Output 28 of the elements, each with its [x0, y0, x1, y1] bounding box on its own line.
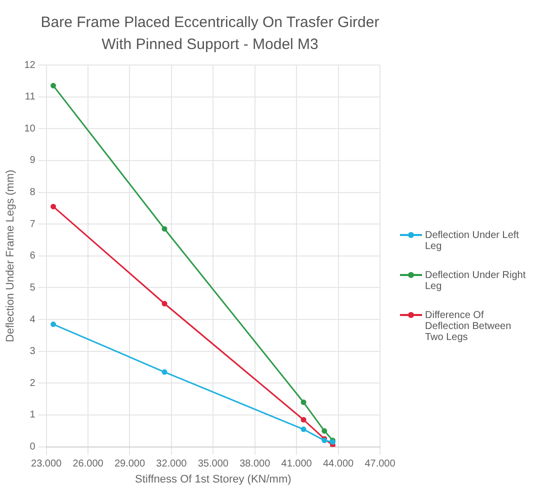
x-tick-label: 23.000 — [31, 458, 62, 470]
y-tick-label: 3 — [30, 346, 36, 358]
y-tick-label: 10 — [24, 123, 36, 134]
x-tick-label: 29.000 — [114, 458, 146, 470]
x-tick-label: 38.000 — [240, 458, 271, 470]
x-tick-label: 26.000 — [72, 458, 104, 470]
y-tick-label: 2 — [30, 378, 36, 389]
x-tick-label: 35.000 — [198, 458, 229, 470]
legend-label: Deflection Under Left Leg — [425, 230, 520, 252]
y-tick-label: 5 — [30, 282, 36, 294]
legend-label: Difference Of Deflection Between Two Legs — [425, 310, 512, 343]
y-tick-label: 0 — [30, 442, 36, 453]
y-tick-label: 11 — [24, 92, 36, 103]
y-tick-label: 6 — [30, 250, 36, 262]
x-axis-title: Stiffness Of 1st Storey (KN/mm) — [135, 473, 292, 486]
y-tick-label: 8 — [30, 187, 36, 198]
y-tick-label: 12 — [24, 60, 36, 71]
legend-label: Deflection Under Right Leg — [425, 270, 527, 292]
x-tick-label: 41.000 — [281, 458, 312, 470]
x-tick-label: 44.000 — [322, 458, 354, 470]
y-tick-label: 9 — [30, 155, 36, 166]
y-tick-label: 4 — [30, 314, 36, 326]
y-axis-title: Deflection Under Frame Legs (mm) — [4, 170, 17, 342]
y-tick-label: 1 — [30, 410, 36, 421]
y-tick-label: 7 — [30, 218, 36, 230]
chart-title: Bare Frame Placed Eccentrically On Trasfer Girder With Pinned Support - Model M3 — [40, 13, 380, 55]
x-tick-label: 47.000 — [364, 458, 396, 470]
x-tick-label: 32.000 — [156, 458, 188, 470]
